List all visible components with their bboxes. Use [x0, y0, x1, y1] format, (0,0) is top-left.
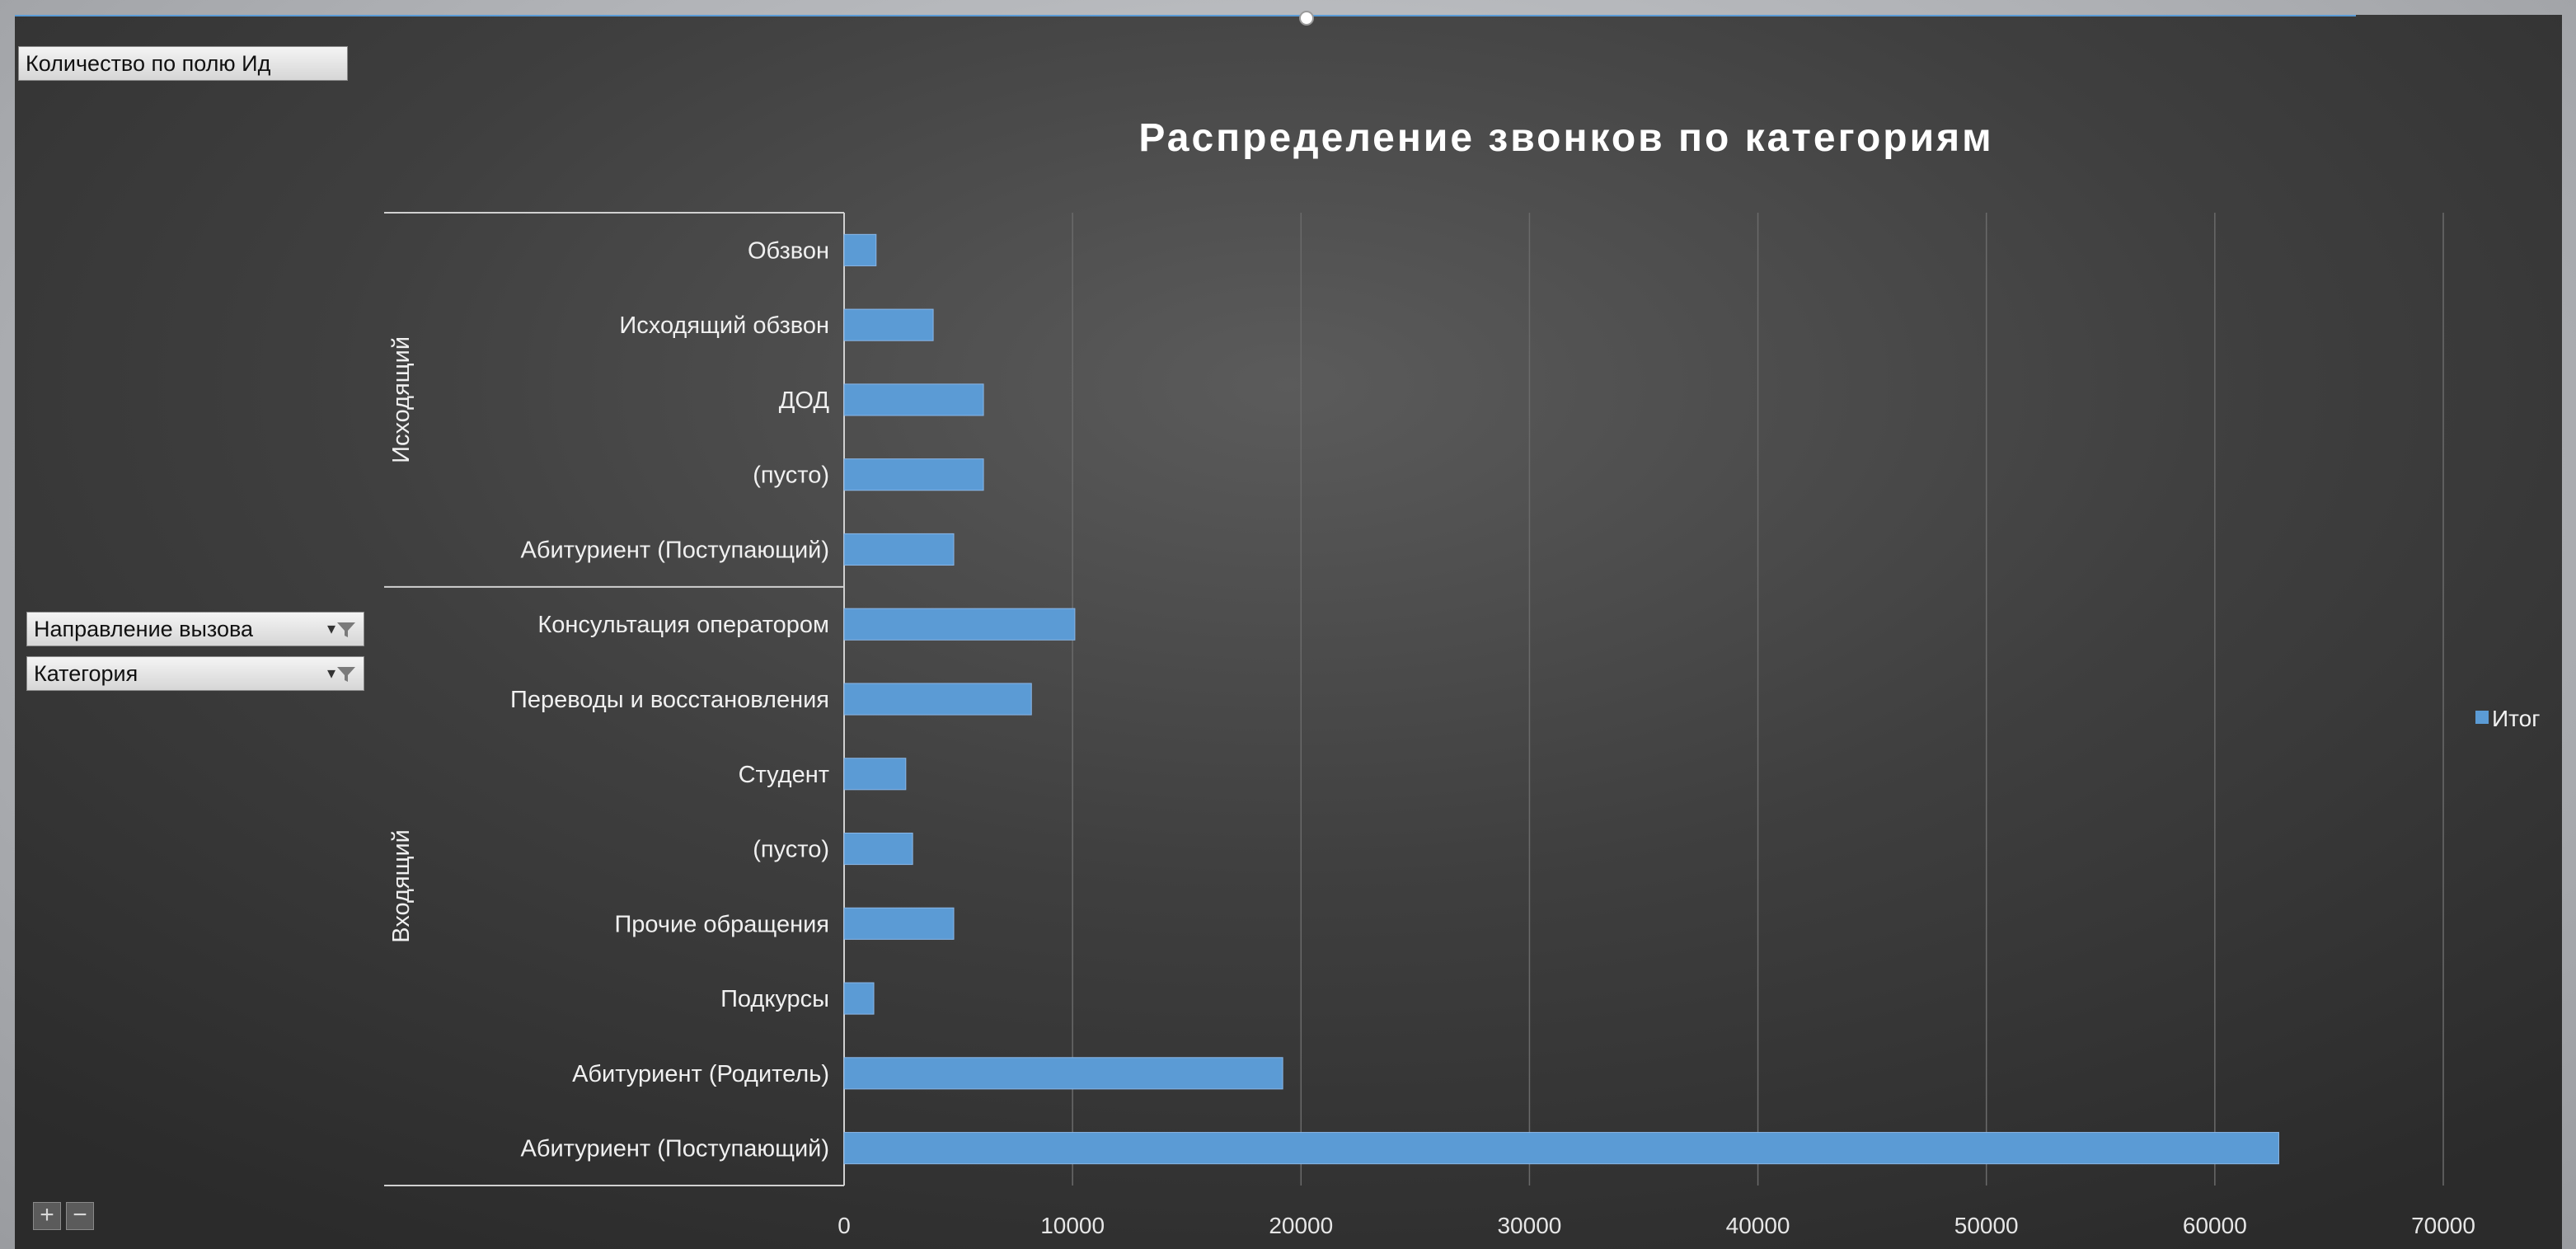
pivot-field-label-direction: Направление вызова: [34, 617, 254, 641]
chart-area[interactable]: [15, 15, 2562, 1249]
legend-label: Итог: [2492, 706, 2541, 731]
chart-title: Распределение звонков по категориям: [1138, 116, 1994, 160]
resize-handle[interactable]: [1299, 11, 1314, 26]
filter-icon[interactable]: ▾: [327, 657, 357, 690]
expand-field-button[interactable]: +: [33, 1202, 61, 1230]
pivot-value-field-label: Количество по полю Ид: [26, 51, 271, 76]
collapse-field-button[interactable]: −: [66, 1202, 94, 1230]
pivot-field-label-category: Категория: [34, 661, 138, 686]
chart-selection-border: [15, 15, 2356, 16]
pivot-value-field-button[interactable]: Количество по полю Ид: [18, 46, 348, 81]
legend-swatch: [2475, 711, 2489, 724]
pivot-field-button-direction[interactable]: Направление вызова ▾: [26, 612, 364, 646]
filter-icon[interactable]: ▾: [327, 613, 357, 646]
pivot-field-button-category[interactable]: Категория ▾: [26, 656, 364, 691]
